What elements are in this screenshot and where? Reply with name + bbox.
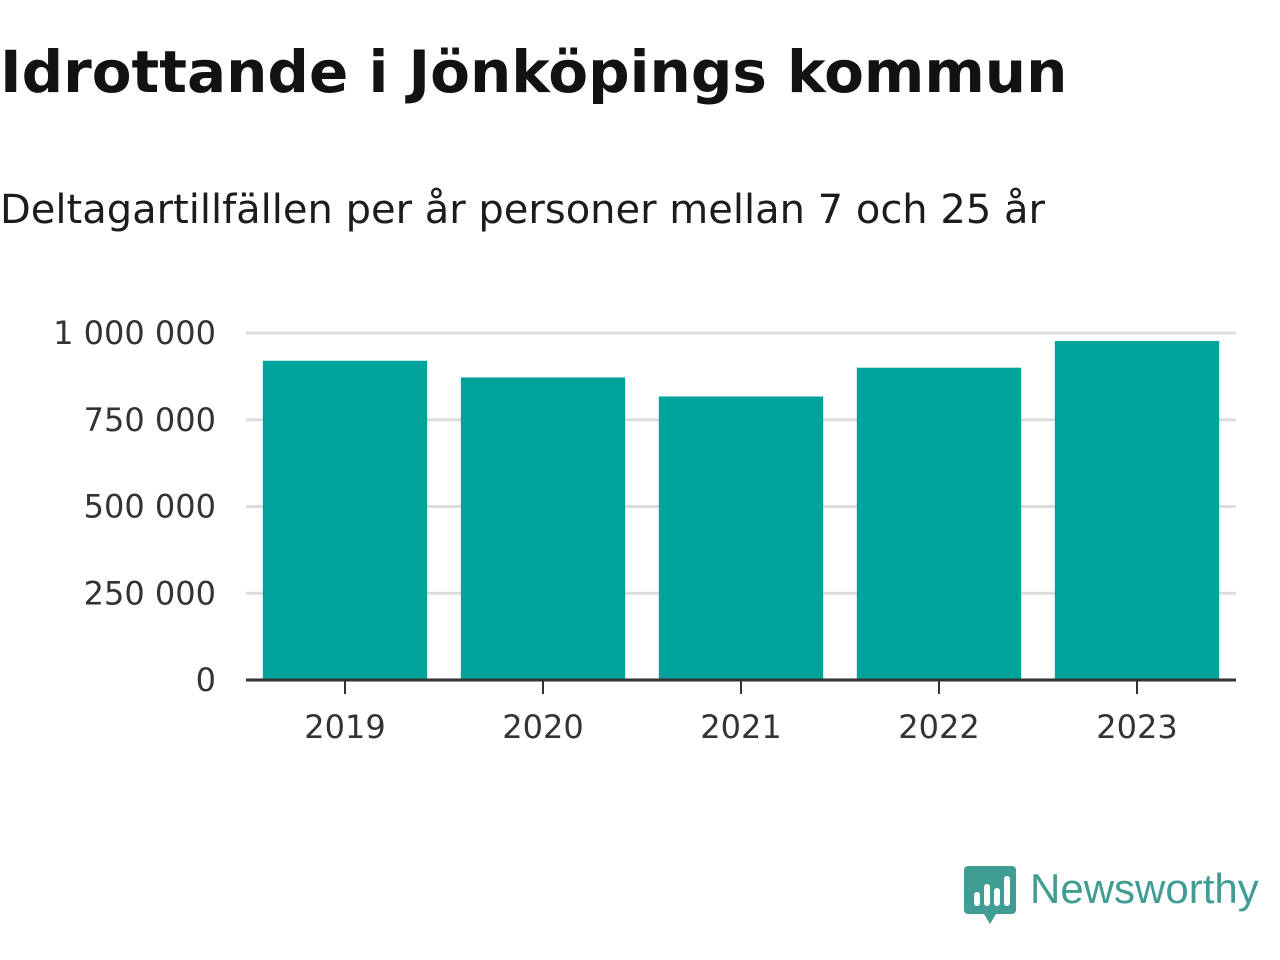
bar-2023: [1054, 340, 1220, 680]
y-tick-label: 0: [196, 661, 216, 699]
bar-2021: [658, 396, 824, 680]
x-tick-label: 2021: [700, 708, 781, 746]
bar-2022: [856, 367, 1022, 680]
bars: [262, 340, 1220, 680]
y-tick-label: 250 000: [84, 574, 216, 612]
y-tick-label: 500 000: [84, 488, 216, 526]
chart-subtitle: Deltagartillfällen per år personer mella…: [0, 187, 1045, 233]
x-tick-label: 2022: [898, 708, 979, 746]
bar-2020: [460, 377, 626, 680]
y-axis-labels: 0 250 000 500 000 750 000 1 000 000: [53, 314, 216, 699]
y-tick-label: 750 000: [84, 401, 216, 439]
brand-name: Newsworthy: [1030, 865, 1259, 912]
chart-title: Idrottande i Jönköpings kommun: [0, 38, 1068, 106]
bar-2019: [262, 360, 428, 680]
x-tick-label: 2020: [502, 708, 583, 746]
x-axis: 2019 2020 2021 2022 2023: [246, 678, 1236, 746]
newsworthy-chart-bubble-icon: [964, 866, 1016, 924]
x-tick-label: 2023: [1096, 708, 1177, 746]
y-tick-label: 1 000 000: [53, 314, 216, 352]
x-tick-label: 2019: [304, 708, 385, 746]
